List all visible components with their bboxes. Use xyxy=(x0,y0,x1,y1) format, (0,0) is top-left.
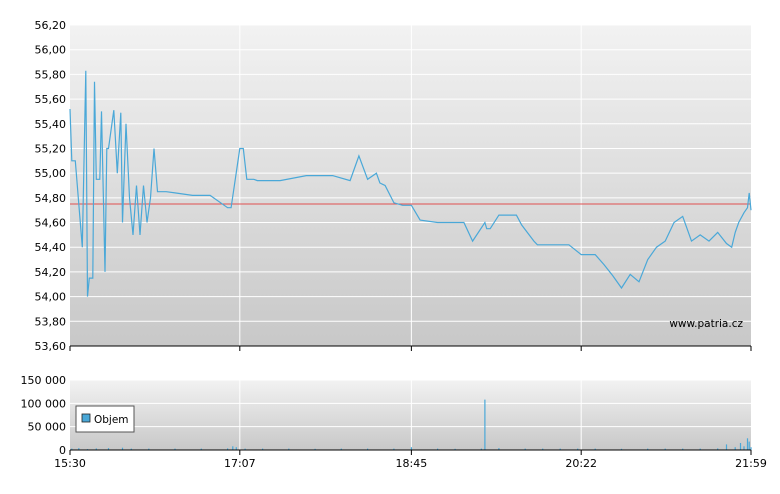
volume-bar xyxy=(410,447,412,450)
price-y-tick-label: 54,60 xyxy=(35,217,67,230)
volume-y-tick-label: 150 000 xyxy=(21,374,67,387)
volume-bar xyxy=(174,448,176,450)
volume-bar xyxy=(200,448,202,450)
volume-bar xyxy=(699,448,701,450)
price-y-tick-label: 55,60 xyxy=(35,93,67,106)
volume-bar xyxy=(498,448,500,450)
price-y-tick-label: 54,00 xyxy=(35,291,67,304)
volume-y-tick-label: 0 xyxy=(59,444,66,457)
price-y-tick-label: 56,00 xyxy=(35,44,67,57)
volume-panel: 0 50 000 100 000 150 000 15:30 17:07 18:45 20:… xyxy=(21,374,767,470)
volume-bar xyxy=(227,448,229,450)
price-y-tick-label: 55,40 xyxy=(35,118,67,131)
volume-bar xyxy=(437,448,439,450)
volume-bar xyxy=(577,448,579,450)
x-tick-label: 21:59 xyxy=(735,457,767,470)
volume-bar xyxy=(682,448,684,450)
volume-bar xyxy=(542,448,544,450)
price-grid xyxy=(70,24,751,347)
volume-bar xyxy=(664,448,666,450)
legend-label: Objem xyxy=(94,414,129,426)
volume-bar xyxy=(620,448,623,450)
volume-legend: Objem xyxy=(75,405,135,433)
volume-bar xyxy=(725,444,728,450)
volume-bar xyxy=(262,448,264,450)
volume-bar xyxy=(524,448,526,450)
price-x-axis-ticks xyxy=(69,346,752,351)
x-tick-label: 15:30 xyxy=(54,457,86,470)
volume-bar xyxy=(235,447,237,450)
price-y-tick-label: 53,80 xyxy=(35,315,67,328)
volume-bar xyxy=(244,448,246,450)
volume-bar xyxy=(748,441,750,450)
price-y-tick-label: 55,00 xyxy=(35,167,67,180)
volume-bar xyxy=(95,448,97,450)
volume-bar xyxy=(484,399,486,450)
volume-y-tick-label: 50 000 xyxy=(28,421,67,434)
volume-bar xyxy=(121,447,124,450)
price-y-tick-label: 53,60 xyxy=(35,340,67,353)
x-tick-label: 18:45 xyxy=(396,457,428,470)
price-y-tick-label: 54,40 xyxy=(35,241,67,254)
volume-bar xyxy=(559,448,561,450)
volume-bar xyxy=(647,448,649,450)
x-tick-label: 20:22 xyxy=(565,457,597,470)
volume-plot-background xyxy=(70,380,751,450)
volume-bar xyxy=(454,448,456,450)
volume-bar xyxy=(78,448,80,450)
volume-bar xyxy=(148,448,150,450)
price-y-tick-label: 54,20 xyxy=(35,266,67,279)
volume-bar xyxy=(288,448,290,450)
price-y-axis-labels: 53,60 53,80 54,00 54,20 54,40 54,60 54,80 55,00… xyxy=(35,19,67,353)
volume-bar xyxy=(340,448,342,450)
volume-bar xyxy=(717,448,719,450)
legend-swatch xyxy=(81,413,91,423)
volume-bars-group xyxy=(71,399,752,450)
volume-bar xyxy=(734,447,736,450)
volume-bar xyxy=(393,448,395,450)
price-panel: 53,60 53,80 54,00 54,20 54,40 54,60 54,80 55,00… xyxy=(35,19,752,353)
price-y-tick-label: 54,80 xyxy=(35,192,67,205)
volume-bar xyxy=(743,446,745,450)
volume-bar xyxy=(739,443,742,450)
volume-bar xyxy=(71,448,73,450)
volume-bar xyxy=(107,448,110,450)
price-y-tick-label: 56,20 xyxy=(35,19,67,32)
x-tick-label: 17:07 xyxy=(224,457,256,470)
price-series-line xyxy=(69,70,752,297)
price-y-tick-label: 55,20 xyxy=(35,142,67,155)
volume-y-axis-labels: 0 50 000 100 000 150 000 xyxy=(21,374,67,457)
price-series-group xyxy=(69,70,752,297)
volume-bar xyxy=(314,448,316,450)
volume-bar xyxy=(750,447,752,450)
volume-bar xyxy=(232,446,234,450)
volume-y-tick-label: 100 000 xyxy=(21,397,67,410)
price-y-tick-label: 55,80 xyxy=(35,68,67,81)
price-plot-background xyxy=(70,25,751,346)
volume-bar xyxy=(367,448,369,450)
volume-bar xyxy=(746,438,749,450)
watermark-text: www.patria.cz xyxy=(669,318,743,330)
volume-x-axis-labels: 15:30 17:07 18:45 20:22 21:59 xyxy=(54,450,767,470)
volume-bar xyxy=(130,448,132,450)
volume-bar xyxy=(594,448,596,450)
volume-bar xyxy=(480,448,482,450)
